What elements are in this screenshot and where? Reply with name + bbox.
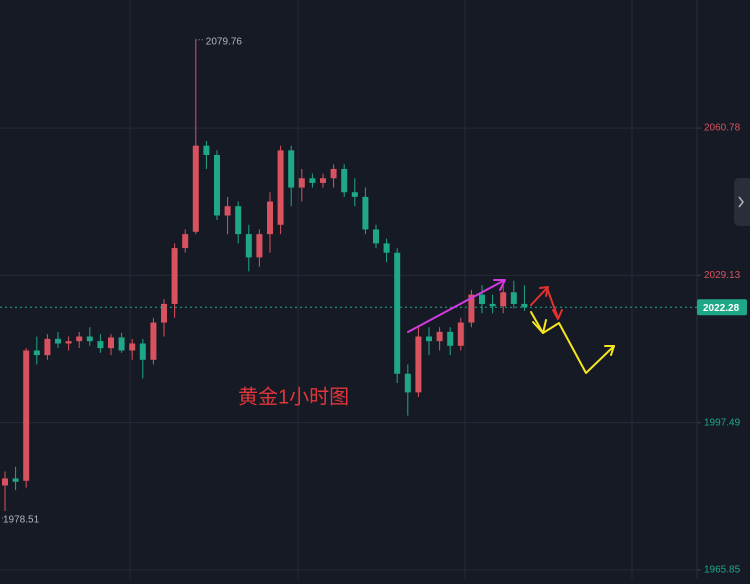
candle-body — [309, 178, 316, 183]
candle-body — [235, 206, 242, 235]
plot: 2060.78 2029.13 1997.49 1965.85 2079.76 1978.… — [0, 36, 747, 576]
candle-body — [277, 150, 284, 225]
drawn-arrows — [407, 279, 615, 374]
annotation: 黄金1小时图 — [238, 385, 349, 408]
last-price-label: 2022.28 — [703, 303, 740, 314]
time-grid — [129, 0, 633, 579]
arrow-head — [604, 345, 615, 356]
side-button-bg[interactable] — [734, 178, 750, 226]
candle-body — [267, 201, 273, 235]
side-button-icon[interactable] — [738, 196, 744, 208]
candle-body — [171, 248, 178, 304]
low-marker-label: 1978.51 — [3, 515, 40, 526]
candle-body — [489, 303, 496, 307]
candle-body — [55, 338, 61, 344]
candle-body — [224, 206, 231, 216]
candle-body — [108, 337, 114, 349]
candle-body — [383, 243, 390, 253]
candle-body — [118, 337, 125, 351]
candle-body — [161, 303, 167, 323]
candle-body — [33, 350, 40, 356]
candle-body — [330, 168, 337, 179]
candle-body — [129, 343, 136, 351]
candle-body — [447, 331, 454, 346]
candle-body — [510, 292, 517, 304]
candle-body — [426, 336, 432, 342]
candle-body — [86, 336, 93, 342]
candle-body — [203, 145, 210, 155]
arrow-head — [532, 319, 547, 334]
candle-body — [2, 478, 8, 486]
candle-body — [150, 322, 157, 360]
candle-body — [192, 145, 199, 232]
y-tick-label: 1965.85 — [704, 565, 741, 576]
y-tick-label: 2029.13 — [704, 270, 741, 281]
candle-body — [373, 229, 379, 244]
candle-body — [320, 178, 326, 183]
high-marker-label: 2079.76 — [206, 36, 243, 47]
candle-body — [362, 196, 369, 230]
candle-body — [44, 338, 51, 356]
candle-body — [394, 252, 401, 374]
candle-body — [415, 336, 422, 393]
last-price-box — [697, 299, 747, 316]
candle-body — [76, 336, 83, 342]
candle-body — [457, 322, 464, 346]
arrow-head — [552, 309, 563, 320]
candle-body — [436, 331, 443, 342]
candle-body — [65, 341, 72, 344]
arrow-head — [539, 286, 549, 297]
candle-body — [214, 154, 220, 216]
candle-body — [97, 341, 104, 349]
y-tick-label: 1997.49 — [704, 417, 741, 428]
candle-body — [288, 150, 295, 188]
candle-body — [12, 478, 19, 482]
candle-body — [500, 292, 507, 307]
candle-body — [245, 234, 252, 258]
candle-body — [404, 373, 411, 393]
candle-body — [341, 168, 348, 193]
candle-body — [521, 303, 528, 308]
candle-body — [351, 192, 358, 197]
candle-body — [479, 294, 485, 304]
candle-body — [298, 178, 305, 188]
y-tick-label: 2060.78 — [704, 123, 741, 134]
arrow — [530, 311, 615, 374]
candle-body — [23, 350, 30, 481]
arrow — [407, 280, 504, 333]
candle-body — [468, 294, 475, 323]
side-button[interactable] — [734, 178, 750, 226]
candle-body — [256, 234, 263, 258]
candle-body — [182, 234, 189, 249]
arrow-head — [493, 279, 506, 291]
candle-body — [139, 343, 146, 360]
